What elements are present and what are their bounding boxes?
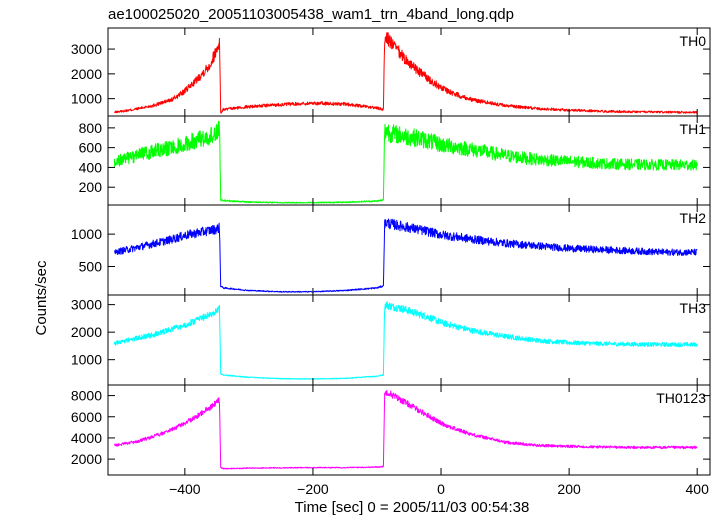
- y-tick-label: 200: [79, 179, 103, 195]
- panel-th2: 500 1000 TH2: [71, 204, 711, 296]
- x-tick-label: −200: [297, 481, 329, 497]
- y-tick-label: 600: [79, 140, 103, 156]
- panel-th0123: 2000 4000 6000 8000 TH0123: [71, 384, 711, 476]
- chart-title: ae100025020_20051103005438_wam1_trn_4ban…: [108, 6, 514, 23]
- series-line-th1: [113, 120, 698, 204]
- y-tick-label: 800: [79, 120, 103, 136]
- y-tick-label: 2000: [71, 324, 102, 340]
- y-tick-label: 500: [79, 259, 103, 275]
- y-tick-label: 6000: [71, 409, 102, 425]
- y-tick-label: 2000: [71, 66, 102, 82]
- x-tick-label: 400: [686, 481, 710, 497]
- panel-th3: 1000 2000 3000 TH3: [71, 294, 711, 386]
- y-tick-label: 8000: [71, 388, 102, 404]
- y-tick-label: 4000: [71, 430, 102, 446]
- panel-label: TH1: [680, 121, 707, 137]
- panel-frame: [107, 384, 711, 476]
- y-tick-label: 2000: [71, 451, 102, 467]
- y-tick-label: 3000: [71, 297, 102, 313]
- y-axis-label: Counts/sec: [33, 260, 50, 336]
- panel-frame: [107, 27, 711, 117]
- panel-label: TH2: [680, 210, 707, 226]
- x-tick-label: 0: [437, 481, 445, 497]
- series-line-th0: [113, 32, 698, 114]
- panel-label: TH3: [680, 300, 707, 316]
- x-tick-label: −400: [169, 481, 201, 497]
- series-line-th3: [113, 301, 698, 380]
- series-line-th0123: [114, 389, 698, 470]
- panel-th0: 1000 2000 3000 TH0: [71, 27, 711, 117]
- y-tick-label: 400: [79, 159, 103, 175]
- y-tick-label: 1000: [71, 226, 102, 242]
- panel-label: TH0123: [656, 390, 706, 406]
- series-line-th2: [113, 218, 698, 293]
- panel-label: TH0: [680, 33, 707, 49]
- y-tick-label: 3000: [71, 41, 102, 57]
- x-axis-label: Time [sec] 0 = 2005/11/03 00:54:38: [295, 499, 530, 516]
- y-tick-label: 1000: [71, 352, 102, 368]
- y-tick-label: 1000: [71, 91, 102, 107]
- panel-th1: 200 400 600 800 TH1: [79, 115, 711, 206]
- x-tick-label: 200: [557, 481, 581, 497]
